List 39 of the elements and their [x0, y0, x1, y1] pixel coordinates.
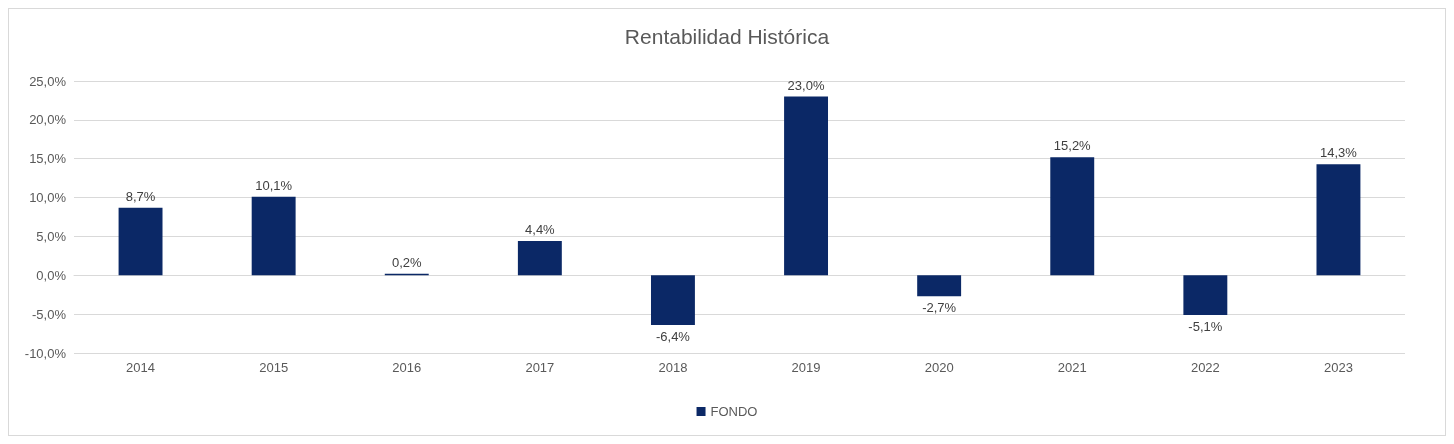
x-tick-label: 2014: [126, 360, 156, 375]
bar: [251, 196, 296, 276]
y-tick-label: 10,0%: [29, 190, 67, 206]
bar: [1316, 164, 1361, 276]
data-label: -6,4%: [655, 329, 691, 345]
y-tick-label: -5,0%: [32, 306, 67, 322]
x-tick-label: 2021: [1057, 360, 1087, 375]
y-tick-label: 25,0%: [29, 73, 67, 89]
data-label: 14,3%: [1320, 145, 1358, 161]
bar: [650, 275, 695, 326]
y-tick-label: 15,0%: [29, 151, 67, 167]
data-label: 23,0%: [787, 77, 825, 93]
bar: [517, 241, 562, 276]
y-tick-label: 0,0%: [36, 267, 67, 283]
bar: [1050, 157, 1095, 276]
data-label: 8,7%: [125, 188, 156, 204]
x-tick-label: 2022: [1190, 360, 1220, 375]
x-tick-label: 2018: [658, 360, 688, 375]
bar: [1183, 275, 1228, 315]
data-label: 4,4%: [525, 222, 556, 238]
legend-label: FONDO: [710, 404, 758, 419]
y-tick-label: 5,0%: [36, 228, 67, 244]
x-tick-label: 2020: [924, 360, 954, 375]
data-label: -2,7%: [922, 300, 957, 316]
y-tick-label: 20,0%: [29, 112, 67, 128]
data-label: 0,2%: [391, 254, 422, 270]
x-tick-label: 2017: [525, 360, 555, 375]
y-tick-label: -10,0%: [24, 345, 67, 361]
x-tick-label: 2019: [791, 360, 821, 375]
x-tick-label: 2016: [392, 360, 422, 375]
data-label: 15,2%: [1053, 138, 1092, 154]
bar: [118, 207, 163, 276]
bar: [917, 275, 962, 297]
data-label: -5,1%: [1188, 318, 1223, 334]
x-tick-label: 2015: [259, 360, 289, 375]
chart-title: Rentabilidad Histórica: [624, 25, 830, 48]
x-tick-label: 2023: [1323, 360, 1353, 375]
data-label: 10,1%: [255, 177, 293, 193]
bar: [784, 96, 829, 276]
